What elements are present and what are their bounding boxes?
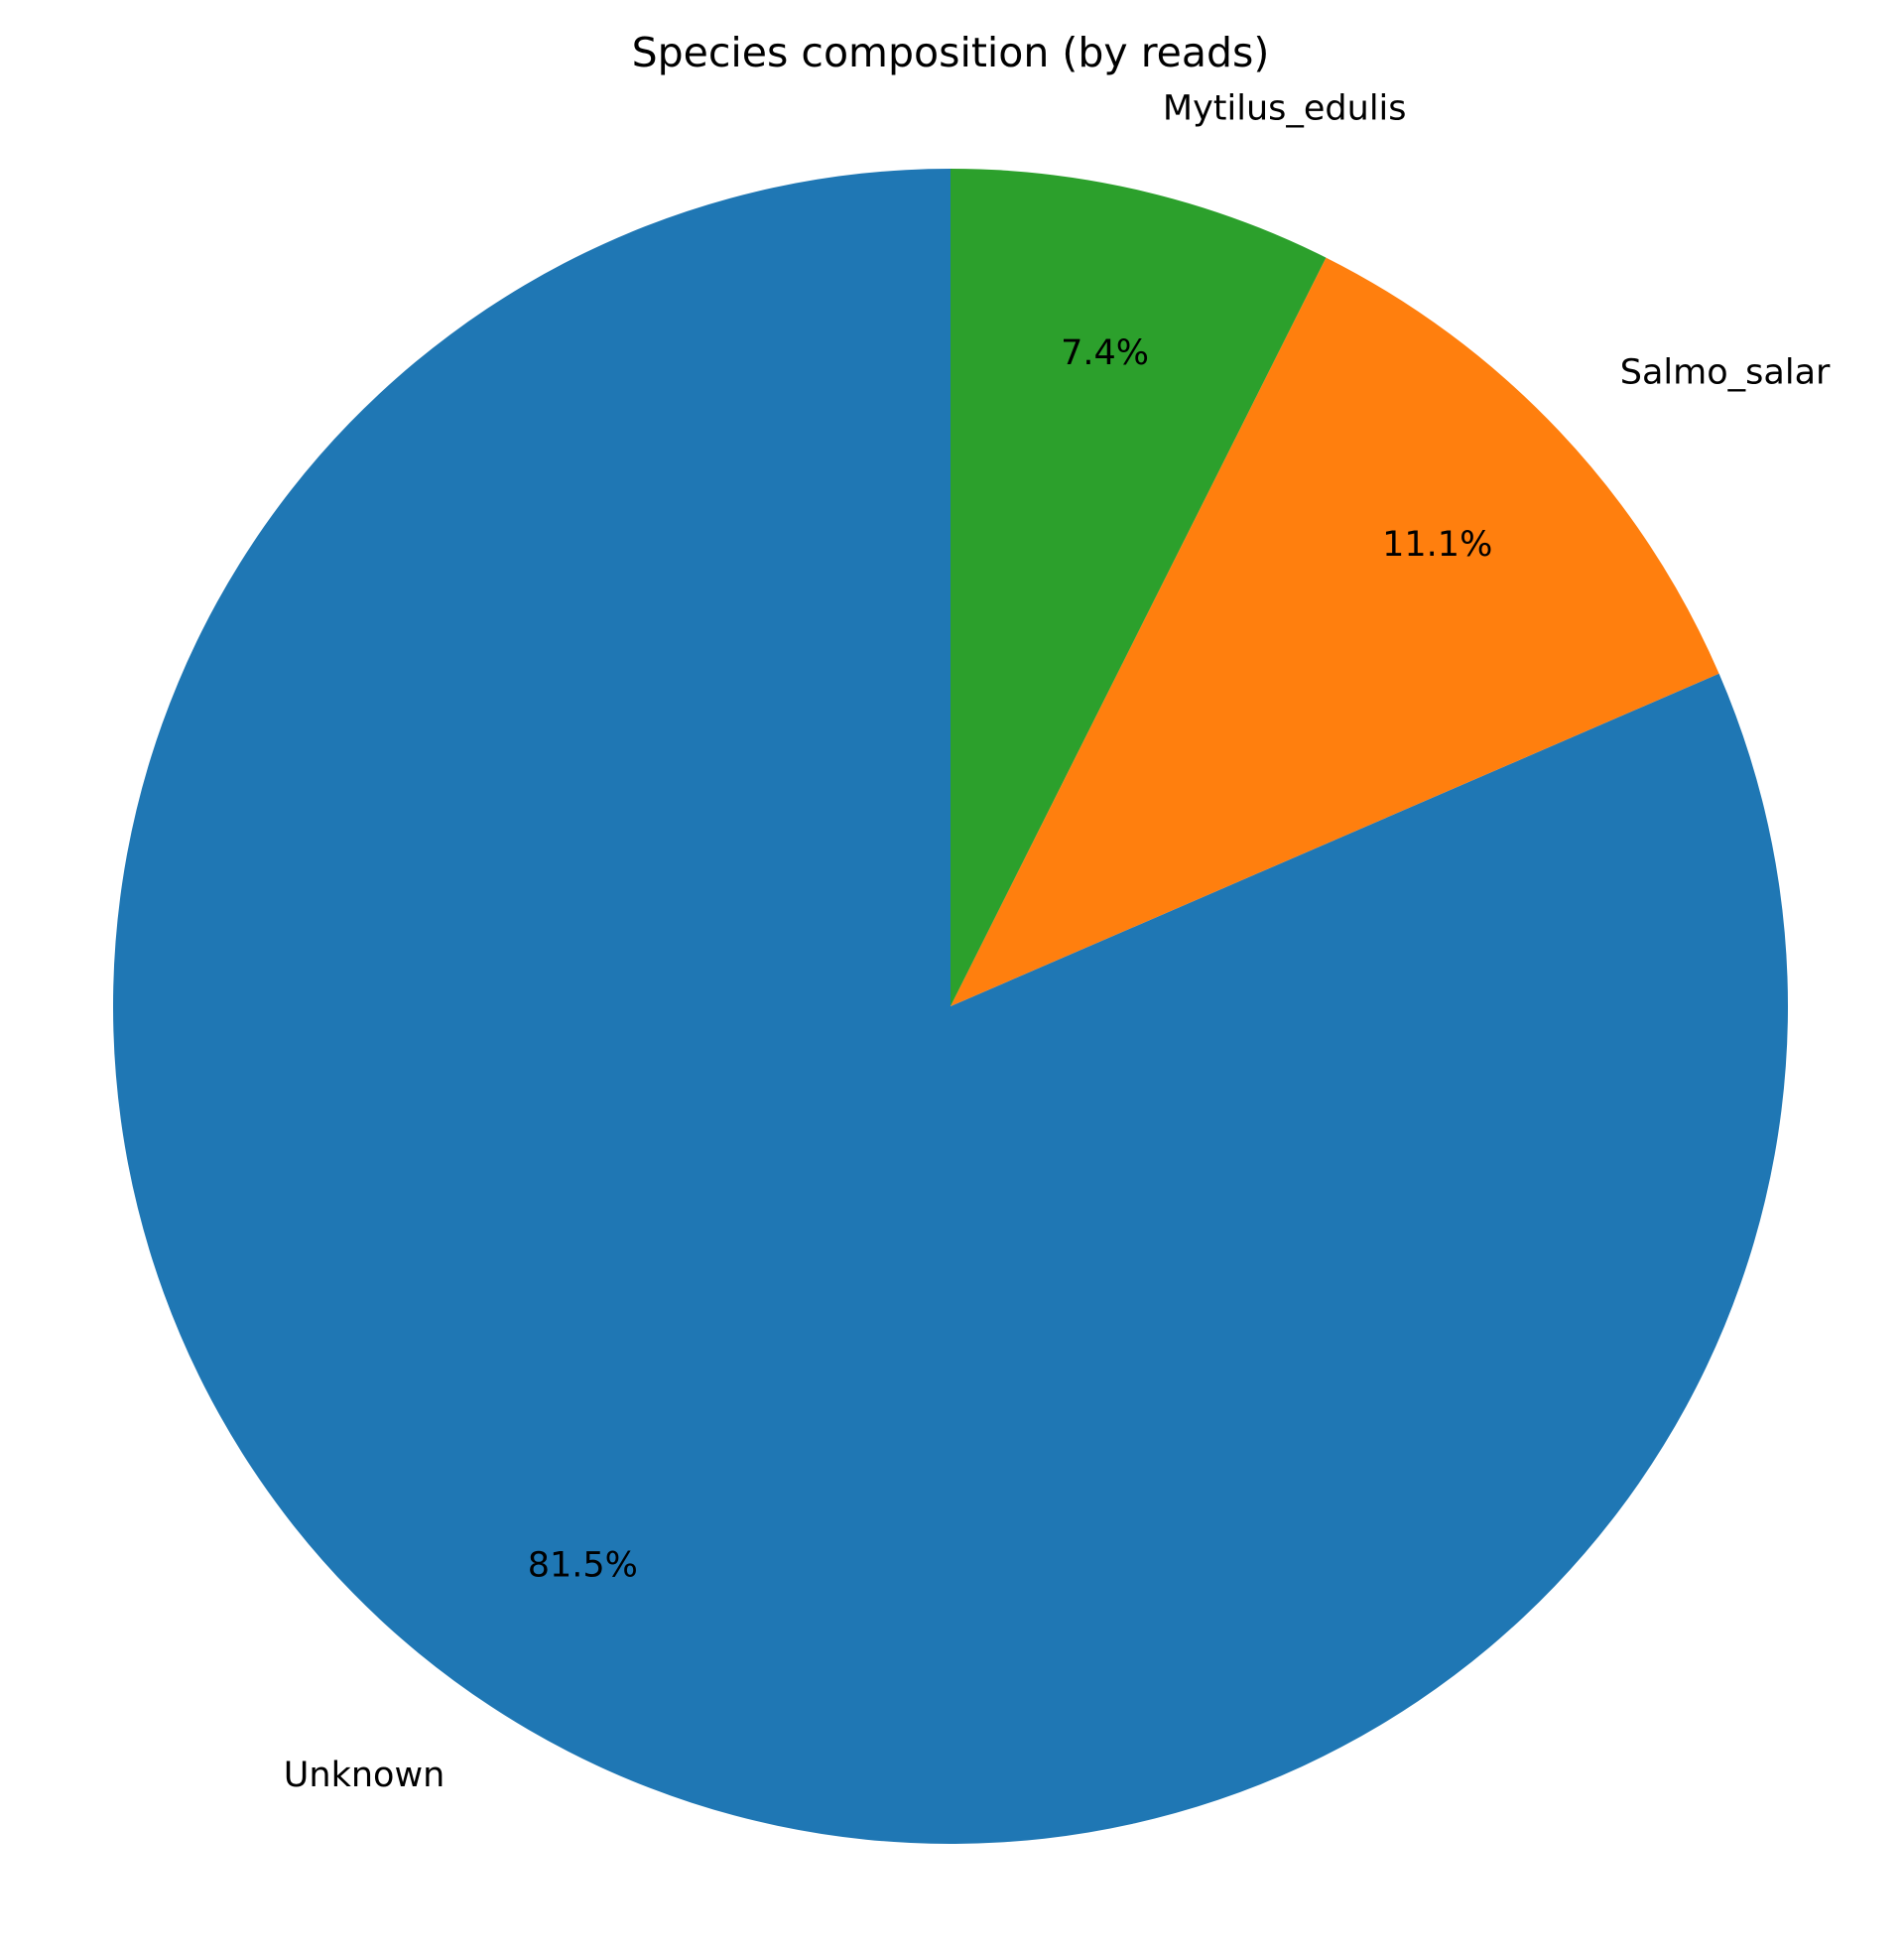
slice-percent-unknown: 81.5% [528, 1545, 638, 1585]
pie-slices [113, 169, 1789, 1844]
slice-label-unknown: Unknown [284, 1756, 444, 1795]
pie-labels: Unknown 81.5% Salmo_salar 11.1% Mytilus_edul… [284, 89, 1831, 1795]
pie-slice-unknown [113, 169, 1789, 1844]
slice-label-mytilus-edulis: Mytilus_edulis [1163, 89, 1407, 129]
slice-label-salmo-salar: Salmo_salar [1620, 352, 1831, 392]
chart-title: Species composition (by reads) [632, 29, 1270, 76]
slice-percent-mytilus-edulis: 7.4% [1061, 333, 1149, 373]
pie-slice-salmo-salar [951, 257, 1719, 1006]
pie-slice-mytilus-edulis [951, 169, 1327, 1006]
slice-percent-salmo-salar: 11.1% [1382, 525, 1492, 565]
